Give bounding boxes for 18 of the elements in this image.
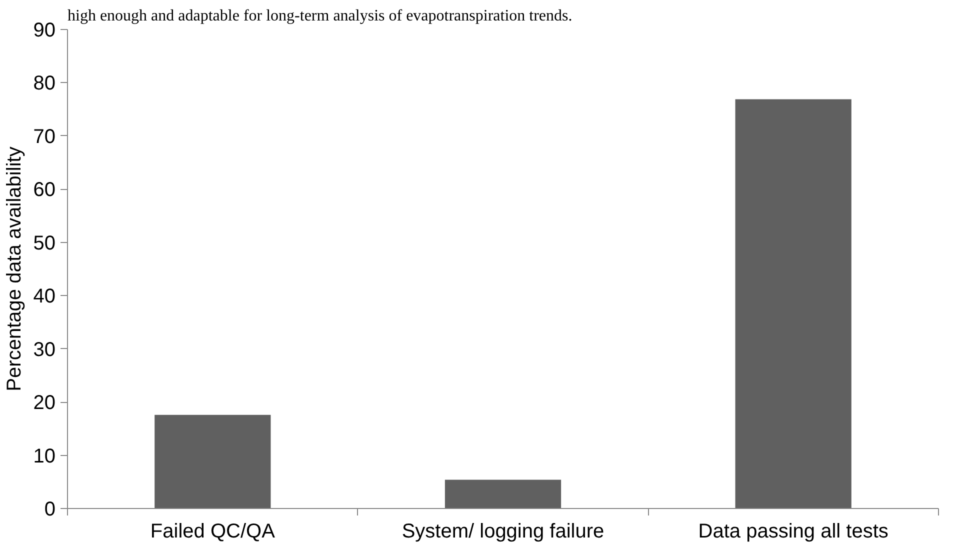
text: high enough and adaptable for long-term analysis of evapotranspiration trends. xyxy=(68,8,572,24)
y-tick-label: 70 xyxy=(33,126,56,148)
x-tick-label: System/ logging failure xyxy=(402,520,604,542)
y-tick-label: 20 xyxy=(33,392,56,414)
y-tick-label: 60 xyxy=(33,179,56,202)
bar xyxy=(444,480,562,508)
y-tick-label: 10 xyxy=(33,445,56,468)
y-axis-title: Percentage data availability xyxy=(3,146,26,392)
y-tick-label: 80 xyxy=(33,72,56,95)
y-tick-label: 40 xyxy=(33,286,56,308)
y-tick-label: 0 xyxy=(44,498,56,520)
x-tick-label: Data passing all tests xyxy=(698,520,888,542)
x-tick-label: Failed QC/QA xyxy=(150,520,276,542)
bar xyxy=(735,99,852,508)
y-tick-label: 50 xyxy=(33,232,56,254)
bar xyxy=(154,414,271,508)
y-tick-label: 90 xyxy=(33,20,56,42)
y-tick-label: 30 xyxy=(33,338,56,361)
